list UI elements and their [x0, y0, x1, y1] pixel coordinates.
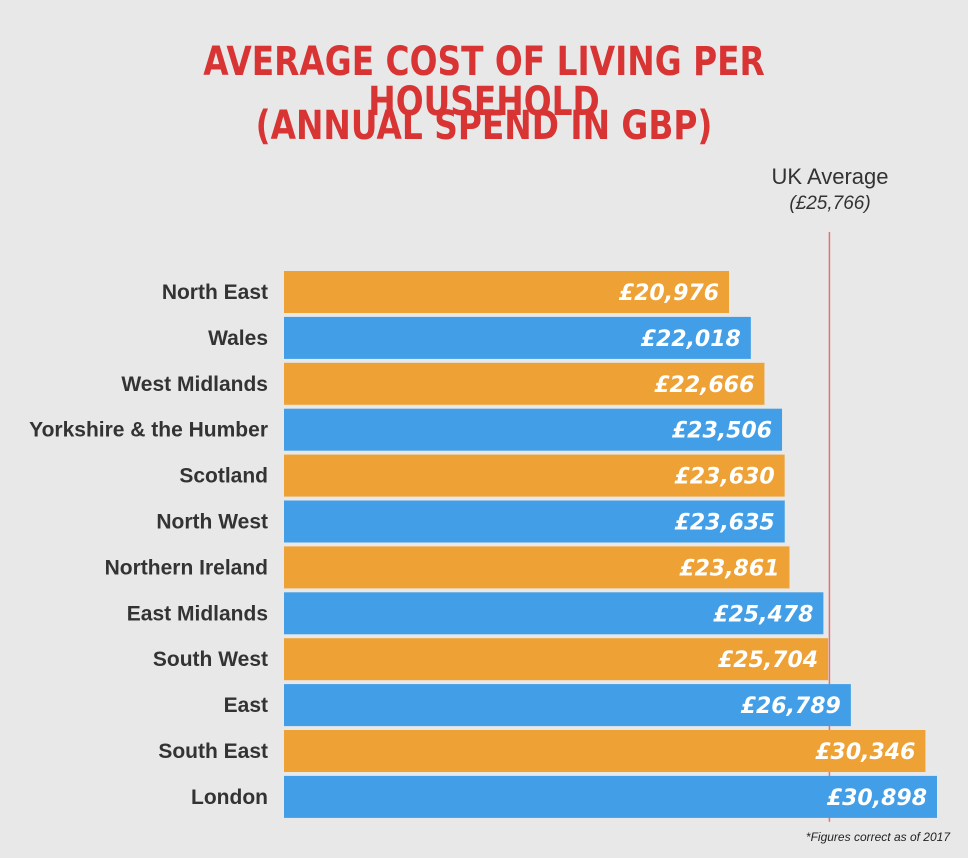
bar [284, 408, 783, 451]
bar [284, 546, 790, 589]
data-label: £20,976 [619, 281, 719, 306]
category-label: South West [153, 648, 268, 671]
chart-title-line-2: (ANNUAL SPEND IN GBP) [255, 103, 713, 149]
category-label: South East [158, 740, 268, 763]
data-label: £23,861 [679, 556, 779, 581]
data-label: £26,789 [741, 694, 841, 719]
footnote: *Figures correct as of 2017 [805, 830, 950, 844]
bar [284, 316, 751, 359]
category-label: Yorkshire & the Humber [29, 419, 268, 442]
category-label: North West [156, 511, 268, 534]
data-label: £22,018 [641, 327, 741, 352]
data-label: £25,478 [713, 602, 813, 627]
category-label: Northern Ireland [105, 556, 268, 579]
uk-average-label: UK Average [771, 164, 889, 189]
category-label: Wales [208, 327, 268, 350]
data-label: £23,635 [675, 511, 775, 536]
uk-average-value: (£25,766) [789, 193, 871, 214]
category-label: London [191, 786, 268, 809]
category-label: West Midlands [121, 373, 268, 396]
bar [284, 362, 765, 405]
bar [284, 271, 729, 313]
bar [284, 684, 851, 727]
data-label: £25,704 [718, 648, 818, 673]
bar [284, 592, 824, 635]
bar [284, 638, 829, 681]
data-label: £22,666 [654, 373, 754, 398]
category-label: North East [162, 281, 268, 304]
bar [284, 500, 785, 543]
category-label: Scotland [179, 465, 268, 488]
bar [284, 454, 785, 497]
category-label: East [224, 694, 268, 717]
data-label: £23,506 [672, 419, 772, 444]
bar [284, 775, 937, 818]
bar [284, 730, 926, 772]
data-label: £30,346 [815, 740, 915, 765]
category-label: East Midlands [127, 602, 268, 625]
data-label: £23,630 [674, 465, 774, 490]
data-label: £30,898 [827, 786, 927, 811]
chart-title-line-1: AVERAGE COST OF LIVING PER HOUSEHOLD [203, 39, 765, 125]
